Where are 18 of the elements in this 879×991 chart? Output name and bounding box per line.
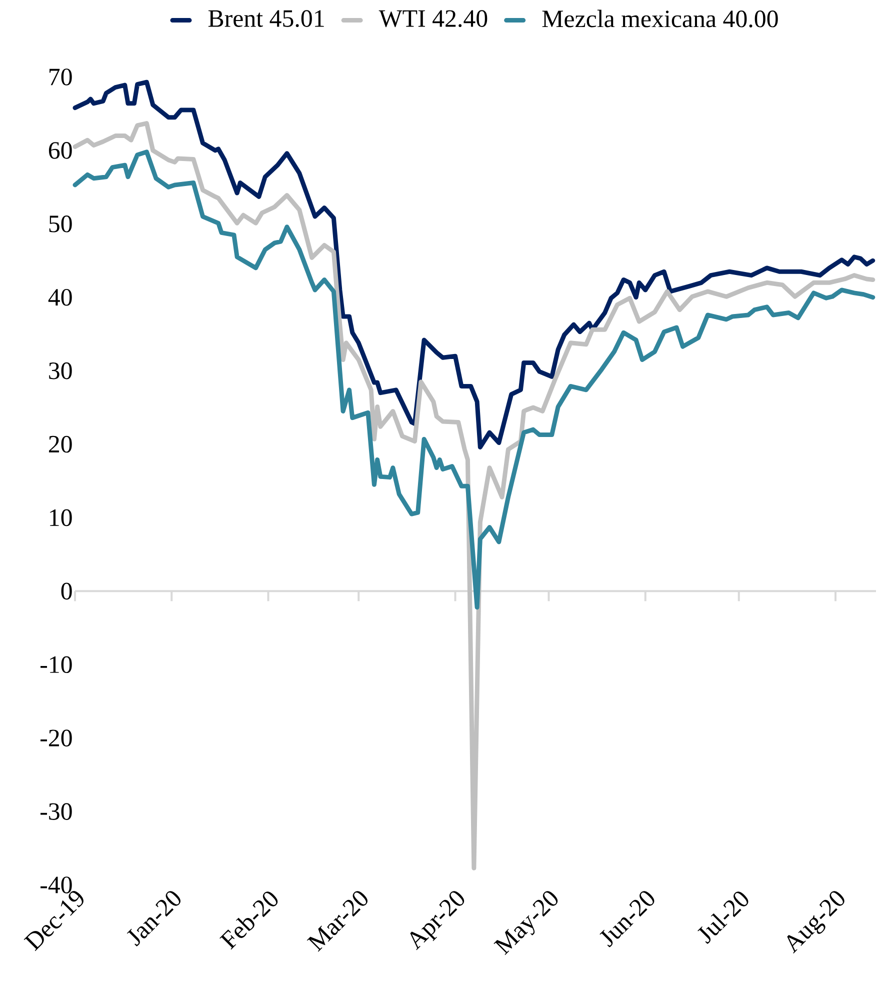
y-tick-label: 70	[50, 68, 72, 86]
line-series	[72, 121, 876, 870]
y-tick-label: -10	[40, 656, 72, 674]
y-tick-label: 50	[49, 215, 72, 232]
y-tick-label: 20	[48, 436, 72, 453]
y-tick-label: 10	[50, 509, 72, 526]
y-tick-label: -20	[40, 730, 72, 746]
y-tick-label: -30	[40, 803, 72, 820]
y-tick-label: 30	[49, 362, 72, 380]
legend-label: WTI 42.40	[378, 10, 488, 28]
y-tick-label: 60	[48, 142, 72, 159]
line-series	[72, 150, 876, 610]
line-series	[72, 80, 876, 450]
y-tick-label: 0	[61, 582, 72, 600]
legend-label: Brent 45.01	[208, 10, 324, 28]
y-tick-label: 40	[48, 288, 72, 306]
legend-label: Mezcla mexicana 40.00	[542, 10, 778, 28]
y-tick-label: -40	[40, 876, 72, 894]
